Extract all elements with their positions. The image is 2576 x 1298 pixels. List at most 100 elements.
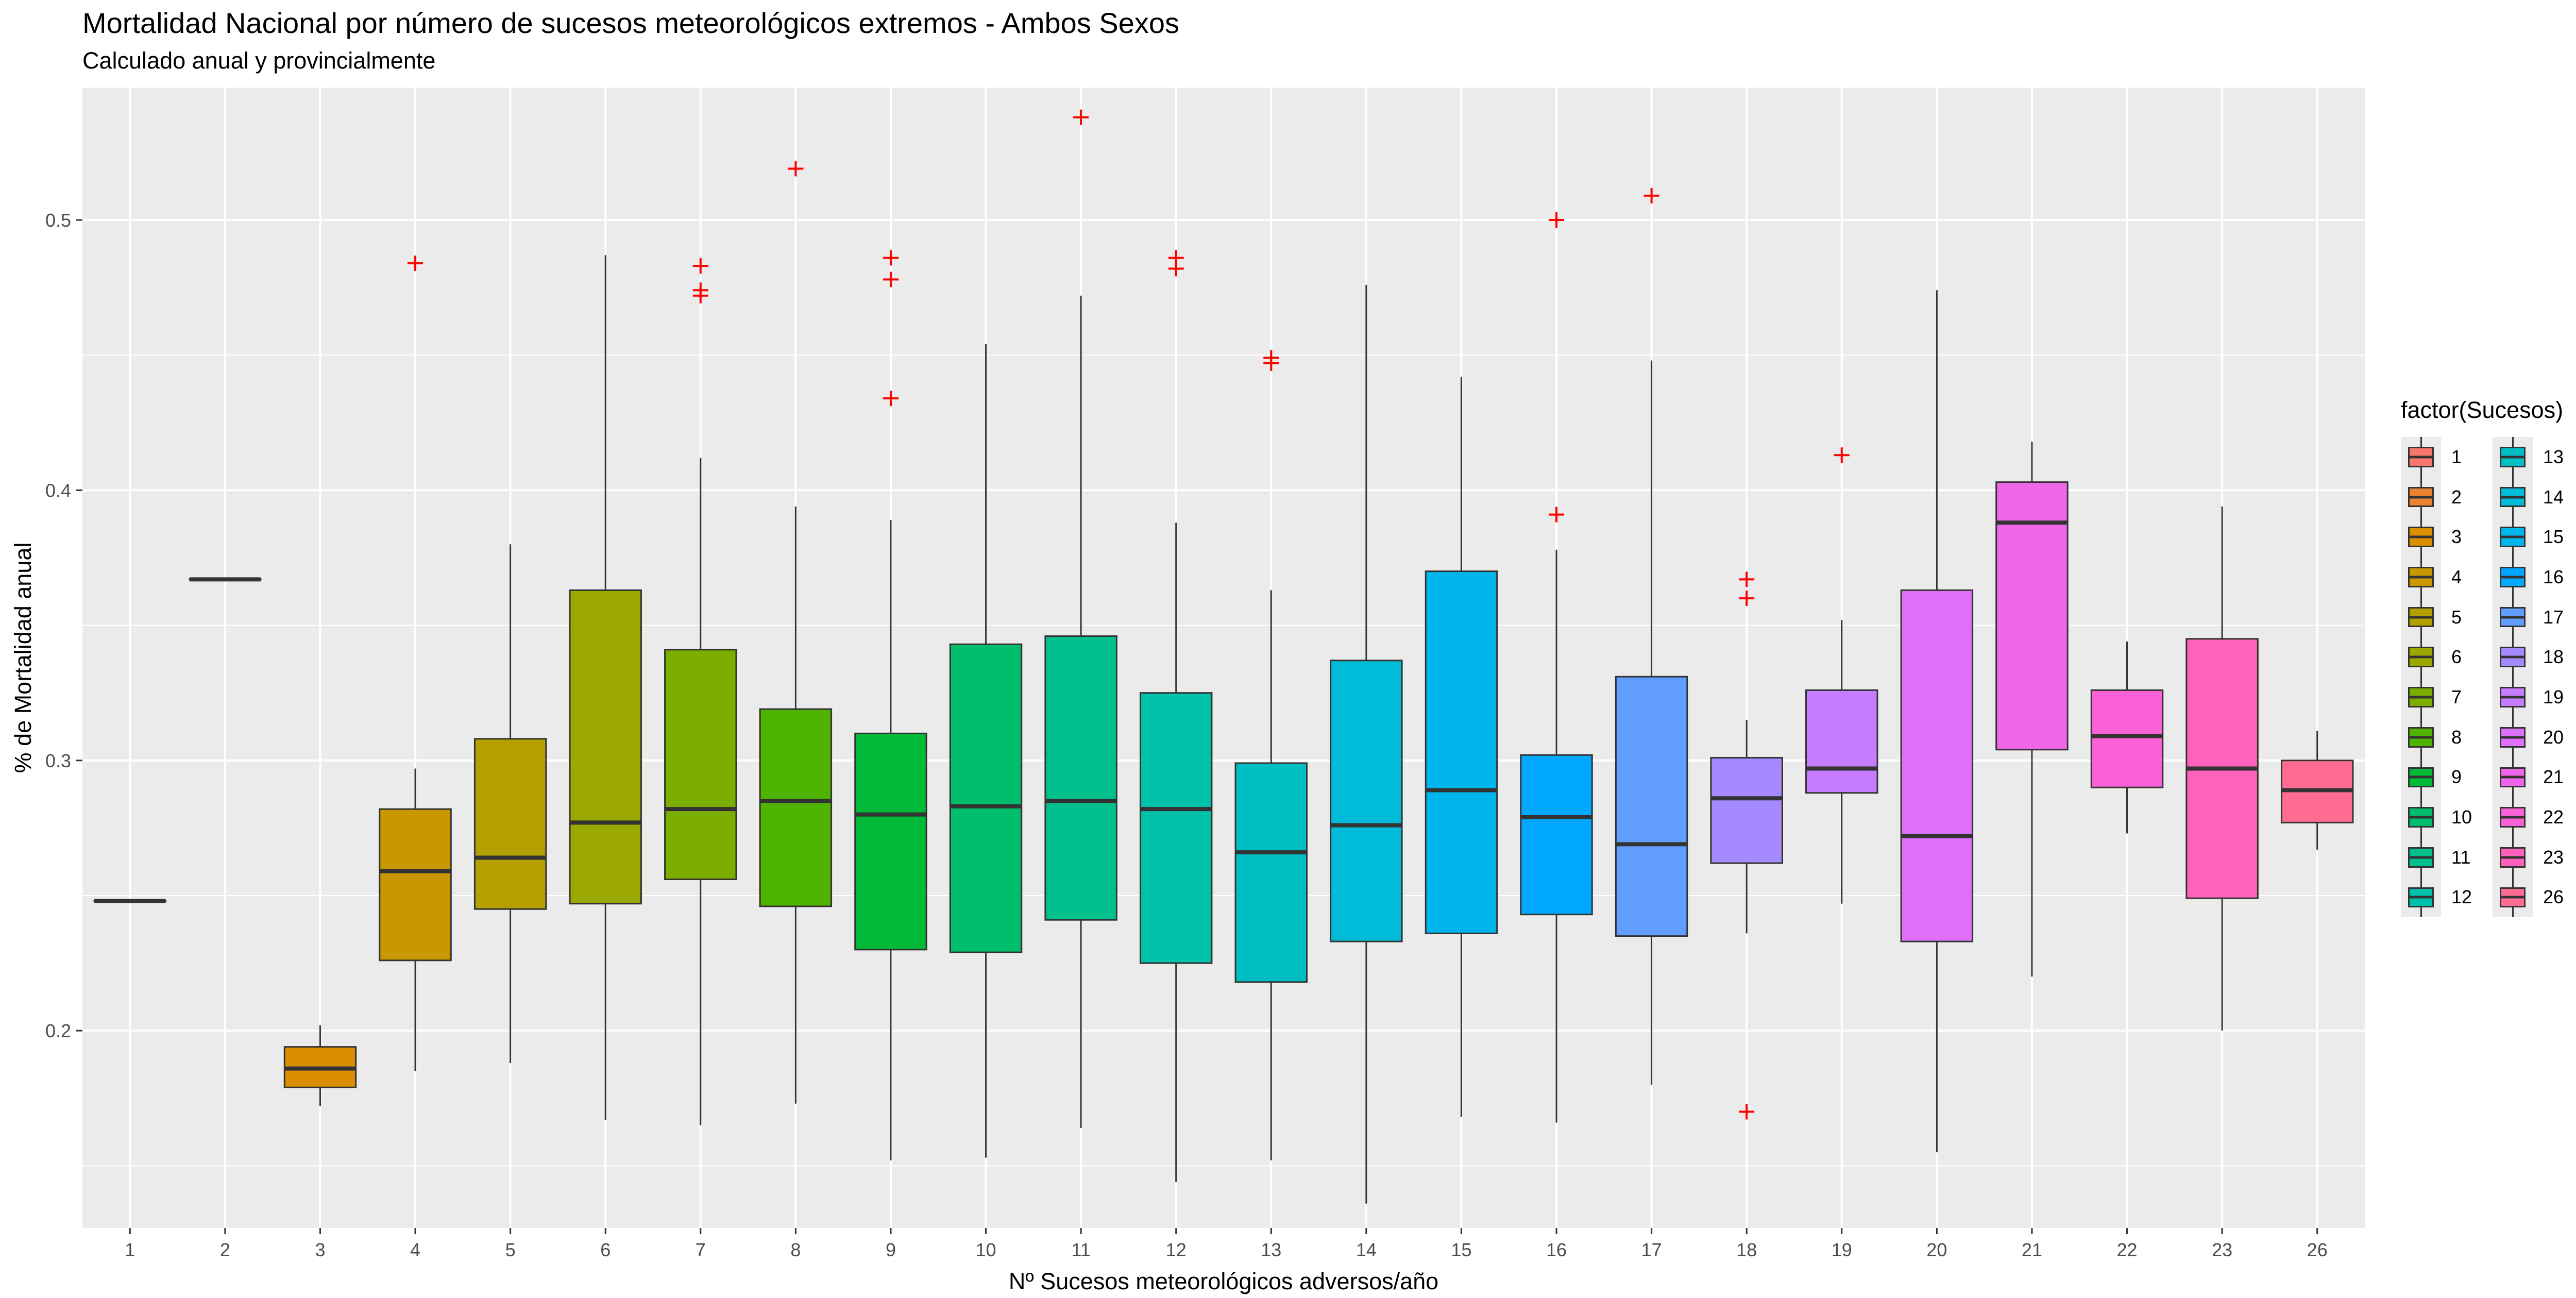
x-tick-label: 12 [1166, 1239, 1187, 1260]
legend-swatch [2500, 887, 2526, 908]
legend-key [2401, 437, 2441, 477]
iqr-box [379, 808, 452, 962]
legend-label: 5 [2451, 606, 2462, 628]
iqr-box [664, 649, 737, 881]
legend-label: 20 [2543, 726, 2564, 748]
x-tick-label: 8 [790, 1239, 801, 1260]
legend-label: 4 [2451, 566, 2462, 587]
legend-swatch [2500, 486, 2526, 508]
outlier-point [883, 250, 899, 266]
legend-item: 12 [2401, 877, 2482, 918]
box-15 [1425, 377, 1498, 1117]
legend-item: 19 [2493, 677, 2574, 717]
box-16 [1520, 212, 1593, 1123]
box-19 [1805, 447, 1878, 904]
x-tick-label: 15 [1451, 1239, 1471, 1260]
box-17 [1615, 188, 1688, 1085]
legend-key [2493, 677, 2533, 717]
legend-label: 14 [2543, 486, 2564, 508]
legend-item: 26 [2493, 877, 2574, 918]
x-tick-label: 18 [1736, 1239, 1757, 1260]
legend-swatch [2408, 567, 2434, 587]
x-tick-label: 4 [410, 1239, 420, 1260]
legend-key [2401, 757, 2441, 798]
legend-label: 21 [2543, 766, 2564, 788]
outlier-point [408, 255, 423, 271]
outlier-point [1168, 250, 1184, 266]
legend-swatch [2408, 767, 2434, 788]
legend-label: 7 [2451, 686, 2462, 707]
outlier-point [1739, 1104, 1755, 1120]
y-axis-title: % de Mortalidad anual [10, 543, 36, 773]
legend-key [2401, 557, 2441, 597]
legend: factor(Sucesos) 1 2 3 4 5 6 7 8 9 10 11 12 13 14 15 16 1… [2401, 397, 2576, 918]
x-tick-label: 1 [125, 1239, 135, 1260]
legend-key [2401, 717, 2441, 757]
legend-swatch [2500, 807, 2526, 828]
outlier-point [1549, 212, 1565, 228]
box-18 [1710, 571, 1783, 1120]
legend-key [2493, 437, 2533, 477]
legend-item: 1 [2401, 437, 2482, 477]
legend-item: 21 [2493, 757, 2574, 798]
legend-swatch [2408, 447, 2434, 467]
box-21 [1995, 441, 2069, 977]
legend-swatch [2500, 447, 2526, 467]
legend-item: 6 [2401, 637, 2482, 678]
legend-key [2493, 477, 2533, 517]
x-tick-label: 16 [1546, 1239, 1567, 1260]
x-tick-label: 7 [696, 1239, 706, 1260]
legend-swatch [2408, 887, 2434, 908]
iqr-box [1520, 754, 1593, 916]
legend-key [2401, 837, 2441, 878]
outlier-point [883, 391, 899, 407]
legend-label: 6 [2451, 646, 2462, 668]
legend-label: 13 [2543, 446, 2564, 467]
box-26 [2280, 731, 2354, 850]
legend-label: 3 [2451, 526, 2462, 548]
legend-item: 20 [2493, 717, 2574, 757]
x-tick-label: 17 [1641, 1239, 1662, 1260]
legend-item: 2 [2401, 477, 2482, 517]
legend-label: 23 [2543, 846, 2564, 868]
box-10 [949, 344, 1023, 1158]
legend-key [2493, 877, 2533, 918]
box-12 [1139, 250, 1213, 1182]
iqr-box [1900, 589, 1974, 942]
legend-key [2493, 637, 2533, 678]
legend-column: 13 14 15 16 17 18 19 20 21 22 23 26 [2493, 437, 2574, 918]
iqr-box [949, 643, 1023, 953]
x-tick-label: 22 [2117, 1239, 2138, 1260]
legend-swatch [2408, 486, 2434, 508]
outlier-point [1643, 188, 1659, 204]
legend-label: 12 [2451, 886, 2472, 908]
legend-swatch [2408, 727, 2434, 748]
legend-item: 17 [2493, 597, 2574, 637]
legend-label: 15 [2543, 526, 2564, 548]
legend-item: 23 [2493, 837, 2574, 878]
legend-item: 8 [2401, 717, 2482, 757]
legend-swatch [2500, 527, 2526, 548]
iqr-box [1425, 570, 1498, 934]
x-tick-label: 21 [2022, 1239, 2042, 1260]
x-tick-label: 5 [505, 1239, 516, 1260]
outlier-point [1834, 447, 1850, 463]
outlier-point [1549, 507, 1565, 522]
legend-item: 11 [2401, 837, 2482, 878]
y-tick-label: 0.2 [45, 1020, 71, 1041]
x-tick-label: 10 [976, 1239, 996, 1260]
legend-key [2401, 797, 2441, 837]
legend-key [2401, 637, 2441, 678]
legend-swatch [2408, 647, 2434, 668]
x-tick-label: 11 [1071, 1239, 1090, 1260]
iqr-box [1044, 635, 1117, 921]
legend-swatch [2500, 847, 2526, 868]
legend-item: 5 [2401, 597, 2482, 637]
box-5 [473, 544, 547, 1064]
x-tick-label: 9 [886, 1239, 896, 1260]
outlier-point [883, 272, 899, 288]
iqr-box [1710, 757, 1783, 864]
legend-column: 1 2 3 4 5 6 7 8 9 10 11 12 [2401, 437, 2482, 918]
legend-key [2493, 557, 2533, 597]
